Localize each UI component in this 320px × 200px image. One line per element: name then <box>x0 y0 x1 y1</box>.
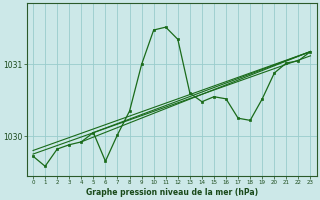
X-axis label: Graphe pression niveau de la mer (hPa): Graphe pression niveau de la mer (hPa) <box>86 188 258 197</box>
